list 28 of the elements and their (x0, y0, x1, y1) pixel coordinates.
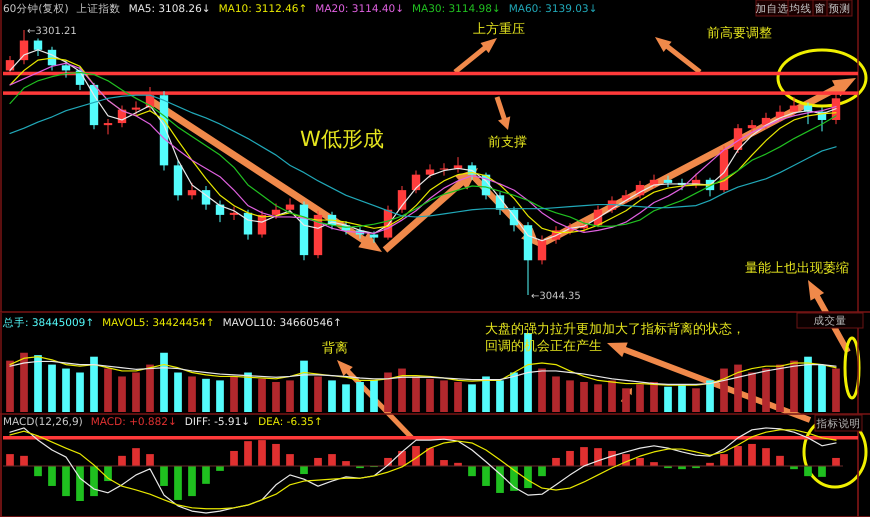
chart-title: MACD(12,26,9) (3, 416, 83, 428)
chart-title: 60分钟(复权) (3, 3, 69, 15)
text: MAVOL10: 34660546↑ (222, 317, 342, 329)
annotation: ←3044.35 (531, 291, 581, 302)
text: MA5: 3108.26↓ (128, 3, 211, 15)
text: MA20: 3114.40↓ (315, 3, 404, 15)
text: 加自选 (756, 2, 788, 15)
annotation: 指标说明 (816, 418, 860, 430)
text: MACD: +0.882↓ (90, 416, 177, 428)
annotation: 量能上也出现萎缩 (745, 261, 849, 276)
text: MAVOL5: 34424454↑ (102, 317, 215, 329)
text: 均线 (788, 2, 812, 15)
chart-subtitle: 上证指数 (76, 2, 121, 15)
text: 预测 (828, 3, 850, 15)
text: DIFF: -5.91↓ (184, 416, 250, 428)
annotation: 背离 (322, 340, 348, 356)
text: DEA: -6.35↑ (258, 416, 323, 428)
text: MA30: 3114.98↓ (412, 3, 501, 15)
annotation: 上方重压 (473, 21, 525, 37)
annotation: ←3301.21 (27, 26, 77, 37)
annotation: 前高要调整 (707, 25, 772, 41)
text: MA10: 3112.46↑ (218, 3, 308, 15)
text: 成交量 (814, 314, 846, 327)
annotation: W低形成 (300, 127, 384, 151)
text: 窗 (814, 2, 826, 15)
text: MA60: 3139.03↓ (508, 3, 598, 15)
annotation: 前支撑 (488, 135, 527, 150)
text: 总手: 38445009↑ (2, 316, 94, 329)
